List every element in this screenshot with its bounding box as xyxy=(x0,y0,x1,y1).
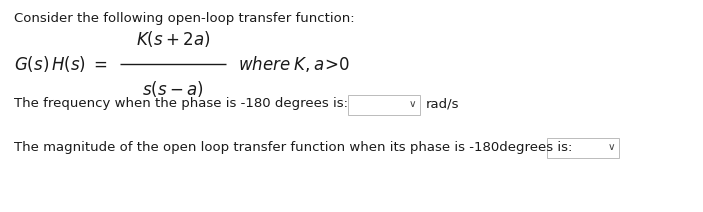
Text: $K(s+2a)$: $K(s+2a)$ xyxy=(136,29,210,49)
Text: $G(s)\,H(s)\;=$: $G(s)\,H(s)\;=$ xyxy=(14,54,108,74)
Text: The magnitude of the open loop transfer function when its phase is -180degrees i: The magnitude of the open loop transfer … xyxy=(14,141,572,153)
Text: $s(s-a)$: $s(s-a)$ xyxy=(142,79,204,99)
Text: ∨: ∨ xyxy=(607,142,615,152)
Text: Consider the following open-loop transfer function:: Consider the following open-loop transfe… xyxy=(14,12,354,25)
FancyBboxPatch shape xyxy=(348,95,420,115)
Text: ∨: ∨ xyxy=(408,99,415,109)
Text: The frequency when the phase is -180 degrees is:: The frequency when the phase is -180 deg… xyxy=(14,98,348,110)
Text: rad/s: rad/s xyxy=(426,98,460,110)
FancyBboxPatch shape xyxy=(547,138,619,158)
Text: $\mathit{where}\;K,a\!>\!0$: $\mathit{where}\;K,a\!>\!0$ xyxy=(238,54,350,74)
